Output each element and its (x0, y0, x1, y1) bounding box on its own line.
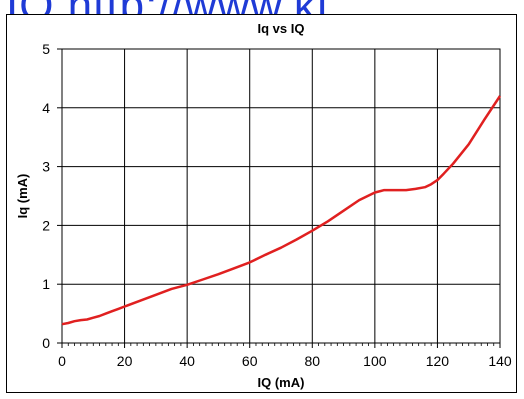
y-tick-label: 3 (42, 159, 50, 175)
y-tick-label: 5 (42, 41, 50, 57)
x-tick-label: 100 (363, 353, 387, 369)
y-tick-label: 0 (42, 335, 50, 351)
x-tick-label: 40 (179, 353, 195, 369)
y-tick-label: 4 (42, 100, 50, 116)
x-tick-label: 80 (304, 353, 320, 369)
x-tick-label: 20 (117, 353, 133, 369)
x-tick-label: 120 (426, 353, 450, 369)
x-tick-label: 60 (242, 353, 258, 369)
chart-title: Iq vs IQ (258, 21, 305, 36)
y-tick-label: 2 (42, 217, 50, 233)
x-tick-label: 140 (488, 353, 512, 369)
plot-background (61, 48, 501, 344)
x-tick-label: 0 (58, 353, 66, 369)
x-axis-title: IQ (mA) (258, 375, 305, 390)
y-axis-title: Iq (mA) (15, 174, 30, 219)
y-tick-label: 1 (42, 276, 50, 292)
plot-area: 0 20 40 60 80 100 120 140 0 1 2 3 4 5 (42, 41, 512, 369)
series-line (61, 95, 502, 326)
